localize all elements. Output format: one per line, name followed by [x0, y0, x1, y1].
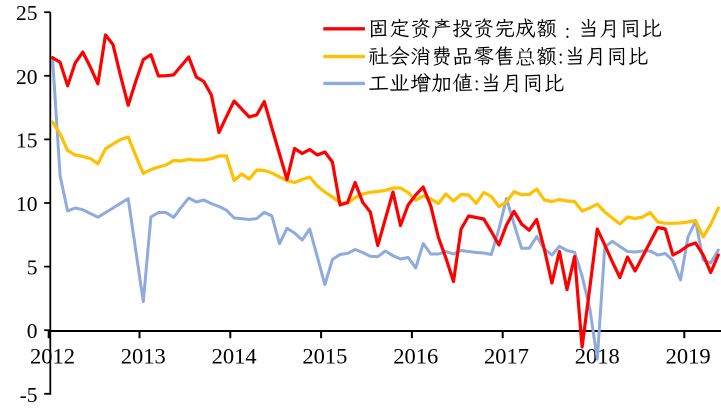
svg-text:2016: 2016	[393, 344, 438, 369]
svg-text:2017: 2017	[484, 344, 529, 369]
svg-text:10: 10	[16, 192, 38, 216]
svg-text:0: 0	[27, 319, 38, 343]
svg-text:2014: 2014	[212, 344, 257, 369]
svg-text:2013: 2013	[121, 344, 166, 369]
svg-text:15: 15	[16, 128, 38, 152]
svg-text:2012: 2012	[30, 344, 75, 369]
svg-text:-5: -5	[20, 383, 38, 407]
svg-text:20: 20	[16, 65, 38, 89]
svg-text:25: 25	[16, 1, 38, 25]
svg-text:5: 5	[27, 256, 38, 280]
svg-text:2019: 2019	[666, 344, 711, 369]
svg-text:2015: 2015	[302, 344, 347, 369]
